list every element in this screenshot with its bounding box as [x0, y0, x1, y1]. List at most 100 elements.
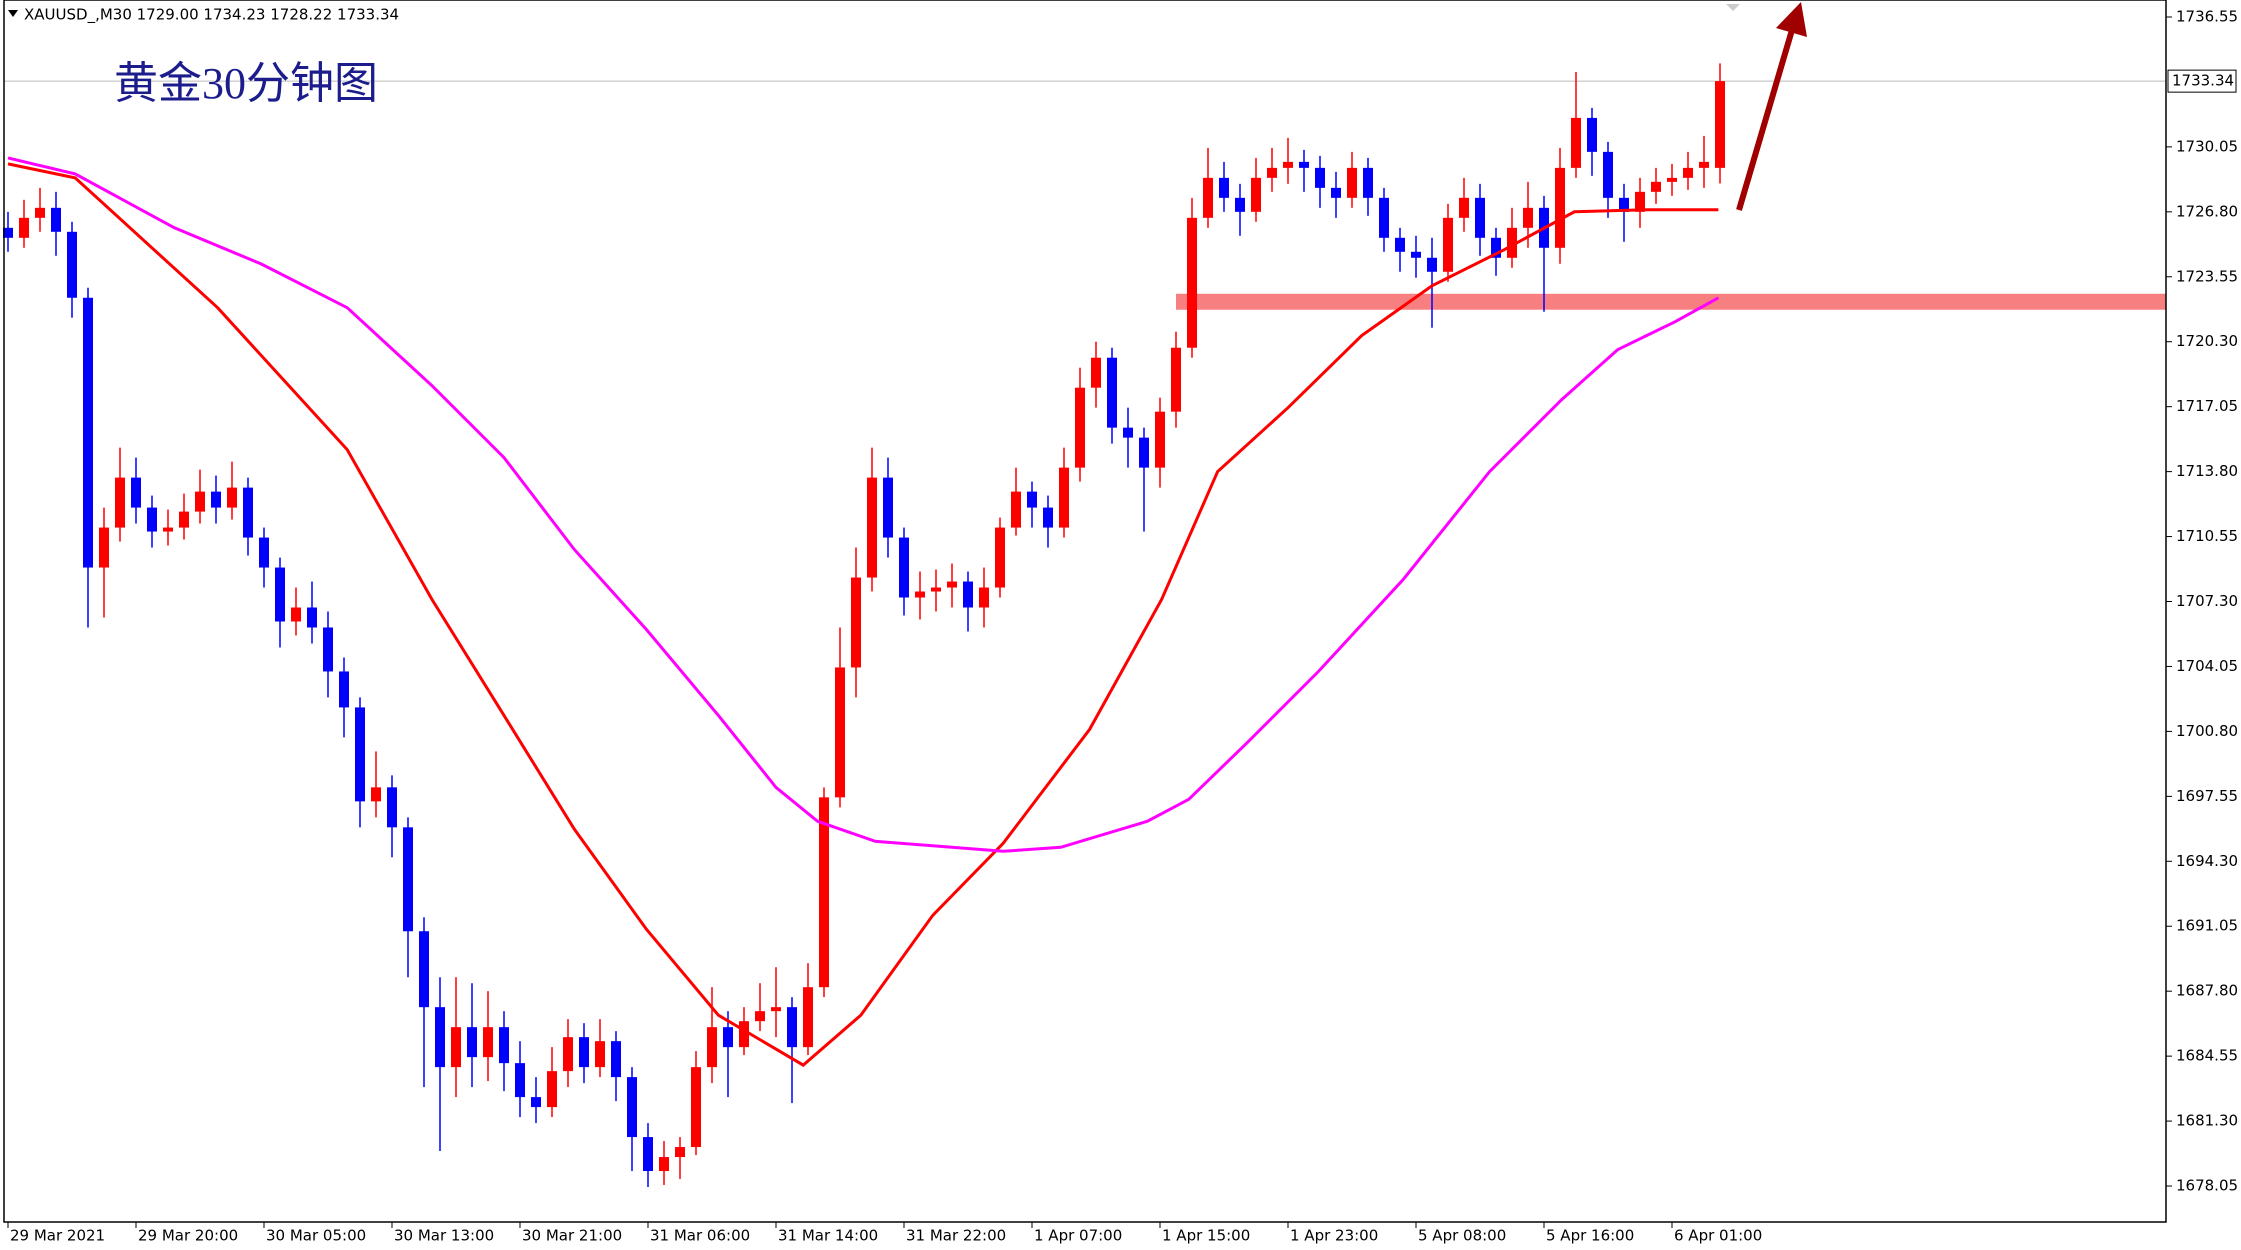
arrow-shaft	[1736, 29, 1795, 211]
candle-body	[1651, 181, 1661, 192]
y-tick-label: 1723.55	[2176, 267, 2238, 285]
candle-body	[771, 1007, 781, 1012]
x-tick-label: 6 Apr 01:00	[1674, 1227, 1762, 1245]
candle-body	[1123, 427, 1133, 438]
candle-body	[1187, 217, 1197, 348]
y-tick-label: 1694.30	[2176, 852, 2238, 870]
candle-body	[307, 607, 317, 628]
candle-body	[1347, 167, 1357, 198]
y-tick-label: 1707.30	[2176, 592, 2238, 610]
candle-body	[995, 527, 1005, 588]
candle-body	[403, 827, 413, 932]
candle-body	[1203, 177, 1213, 218]
candle-body	[1075, 387, 1085, 468]
x-tick-label: 5 Apr 16:00	[1546, 1227, 1634, 1245]
candle-body	[851, 577, 861, 668]
candle-body	[963, 581, 973, 608]
candle-body	[1283, 161, 1293, 168]
candle-body	[1443, 217, 1453, 272]
price-label-box	[2167, 69, 2237, 93]
candle-body	[451, 1027, 461, 1068]
y-tick-label: 1691.05	[2176, 917, 2238, 935]
candle-body	[19, 217, 29, 238]
candle-body	[1699, 161, 1709, 168]
y-tick-label: 1687.80	[2176, 982, 2238, 1000]
candle-body	[435, 1007, 445, 1068]
x-tick-label: 1 Apr 07:00	[1034, 1227, 1122, 1245]
candle-body	[1363, 167, 1373, 198]
candle-body	[1571, 117, 1581, 168]
candle-body	[499, 1027, 509, 1064]
y-tick-label: 1736.55	[2176, 7, 2238, 25]
x-tick-label: 29 Mar 2021	[10, 1227, 105, 1245]
candle-body	[1027, 491, 1037, 508]
candle-body	[259, 537, 269, 568]
candle-body	[1555, 167, 1565, 248]
candle-body	[579, 1037, 589, 1068]
candle-body	[563, 1037, 573, 1072]
x-tick-label: 29 Mar 20:00	[138, 1227, 238, 1245]
candle-body	[1667, 177, 1677, 182]
scroll-marker	[1726, 4, 1740, 11]
candle-body	[1491, 237, 1501, 258]
candle-body	[1635, 191, 1645, 212]
candle-body	[1011, 491, 1021, 528]
candle-body	[1139, 437, 1149, 468]
candle-body	[1619, 197, 1629, 212]
candle-body	[1219, 177, 1229, 198]
candle-body	[915, 591, 925, 598]
candle-body	[1315, 167, 1325, 188]
x-tick-label: 1 Apr 23:00	[1290, 1227, 1378, 1245]
candle-body	[1507, 227, 1517, 258]
candle-body	[243, 487, 253, 538]
candle-body	[867, 477, 877, 578]
candle-body	[275, 567, 285, 622]
candle-body	[1379, 197, 1389, 238]
candle-body	[547, 1071, 557, 1108]
symbol-header: XAUUSD_,M30 1729.00 1734.23 1728.22 1733…	[24, 6, 399, 25]
candle-body	[355, 707, 365, 802]
candle-body	[483, 1027, 493, 1058]
candle-body	[1091, 357, 1101, 388]
x-tick-label: 31 Mar 14:00	[778, 1227, 878, 1245]
candle-body	[163, 527, 173, 532]
candle-body	[371, 787, 381, 802]
candle-body	[1715, 81, 1725, 168]
candle-body	[1059, 467, 1069, 528]
plot-area	[3, 63, 2166, 1188]
price-label: 1733.34	[2172, 72, 2234, 90]
x-tick-label: 30 Mar 05:00	[266, 1227, 366, 1245]
candle-body	[643, 1137, 653, 1172]
candle-body	[467, 1027, 477, 1058]
candle-body	[803, 987, 813, 1048]
candle-body	[1459, 197, 1469, 218]
resistance-zone	[1176, 293, 2166, 310]
candle-body	[1395, 237, 1405, 252]
x-tick-label: 31 Mar 22:00	[906, 1227, 1006, 1245]
x-tick-label: 5 Apr 08:00	[1418, 1227, 1506, 1245]
candle-body	[755, 1011, 765, 1022]
candle-body	[1411, 251, 1421, 258]
y-tick-label: 1697.55	[2176, 787, 2238, 805]
candle-body	[1299, 161, 1309, 168]
candle-body	[675, 1147, 685, 1158]
y-tick-label: 1720.30	[2176, 332, 2238, 350]
candle-body	[531, 1097, 541, 1108]
plot-frame	[3, 0, 2167, 1223]
candle-body	[3, 227, 13, 238]
menu-icon	[8, 10, 18, 17]
candle-body	[899, 537, 909, 598]
candle-body	[1475, 197, 1485, 238]
candle-body	[723, 1027, 733, 1048]
x-tick-label: 30 Mar 21:00	[522, 1227, 622, 1245]
candle-body	[211, 491, 221, 508]
candle-body	[195, 491, 205, 512]
candle-body	[1587, 117, 1597, 152]
y-tick-label: 1726.80	[2176, 202, 2238, 220]
candle-body	[147, 507, 157, 532]
candle-body	[67, 231, 77, 298]
candle-body	[339, 671, 349, 708]
candle-body	[131, 477, 141, 508]
